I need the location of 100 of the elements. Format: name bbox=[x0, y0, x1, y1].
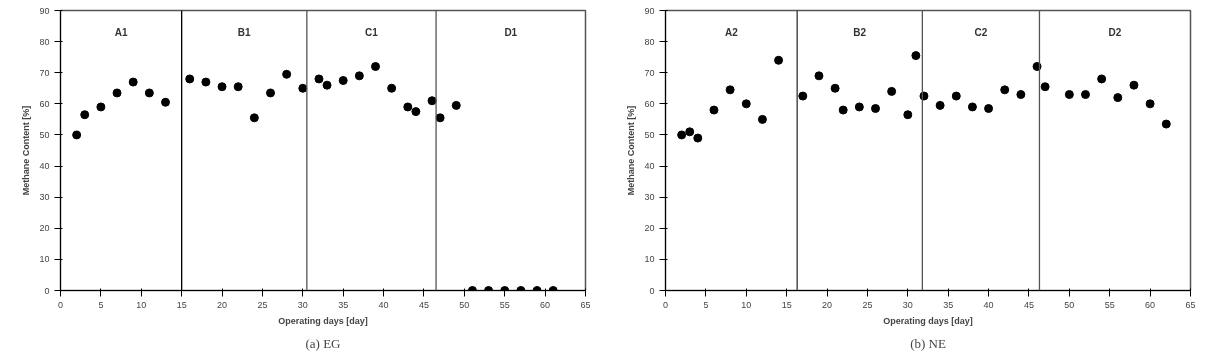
point bbox=[903, 110, 913, 120]
point bbox=[128, 77, 138, 87]
x-tick-label: 10 bbox=[741, 299, 752, 310]
point bbox=[951, 91, 961, 101]
point bbox=[693, 133, 703, 143]
x-tick-label: 25 bbox=[257, 299, 268, 310]
point bbox=[685, 127, 695, 137]
point bbox=[233, 82, 243, 92]
x-tick-label: 5 bbox=[98, 299, 104, 310]
x-tick-label: 35 bbox=[338, 299, 349, 310]
point bbox=[1000, 85, 1010, 95]
point bbox=[96, 102, 106, 112]
x-tick-label: 25 bbox=[862, 299, 873, 310]
point bbox=[1040, 82, 1050, 92]
point bbox=[984, 104, 994, 113]
y-tick-label: 50 bbox=[39, 129, 50, 140]
point bbox=[1161, 119, 1171, 129]
x-axis-title: Operating days [day] bbox=[278, 315, 368, 326]
point bbox=[249, 113, 259, 123]
y-tick-label: 20 bbox=[39, 223, 50, 234]
y-tick-label: 60 bbox=[39, 98, 50, 109]
y-tick-label: 0 bbox=[44, 285, 50, 296]
point bbox=[80, 110, 90, 120]
point bbox=[741, 99, 751, 109]
point bbox=[871, 104, 880, 113]
x-tick-label: 35 bbox=[943, 299, 954, 310]
point bbox=[1064, 90, 1074, 99]
point bbox=[887, 86, 897, 96]
point bbox=[282, 69, 292, 79]
x-tick-label: 0 bbox=[663, 299, 669, 310]
y-tick-label: 70 bbox=[39, 67, 50, 78]
x-axis-title: Operating days [day] bbox=[883, 315, 973, 326]
x-tick-label: 50 bbox=[1064, 299, 1075, 310]
y-tick-label: 10 bbox=[644, 254, 655, 265]
annotation: C1 bbox=[365, 27, 379, 38]
x-tick-label: 15 bbox=[781, 299, 792, 310]
x-tick-label: 30 bbox=[297, 299, 308, 310]
y-tick-label: 30 bbox=[644, 192, 655, 203]
point bbox=[854, 102, 864, 112]
point bbox=[298, 83, 308, 93]
x-tick-label: 15 bbox=[176, 299, 187, 310]
point bbox=[322, 80, 332, 90]
point bbox=[201, 77, 211, 87]
point bbox=[161, 97, 170, 107]
y-tick-label: 10 bbox=[39, 254, 50, 265]
point bbox=[217, 82, 227, 92]
x-tick-label: 0 bbox=[58, 299, 64, 310]
annotation: A1 bbox=[114, 27, 128, 38]
point bbox=[1145, 99, 1155, 109]
x-tick-label: 20 bbox=[217, 299, 228, 310]
point bbox=[774, 55, 784, 65]
point bbox=[1081, 90, 1090, 99]
point bbox=[814, 71, 824, 81]
annotation: D2 bbox=[1108, 27, 1122, 38]
y-tick-label: 90 bbox=[39, 5, 50, 16]
point bbox=[935, 100, 945, 110]
point bbox=[403, 102, 413, 112]
x-tick-label: 65 bbox=[580, 299, 591, 310]
y-tick-label: 50 bbox=[644, 129, 655, 140]
y-tick-label: 40 bbox=[39, 161, 50, 172]
annotation: A2 bbox=[724, 27, 739, 38]
point bbox=[838, 105, 848, 115]
y-axis-title: Methane Content [%] bbox=[626, 105, 637, 196]
point bbox=[371, 62, 380, 71]
point bbox=[354, 71, 364, 81]
x-tick-label: 60 bbox=[1145, 299, 1156, 310]
point bbox=[72, 130, 82, 140]
point bbox=[1016, 90, 1026, 99]
y-tick-label: 90 bbox=[644, 5, 655, 16]
x-tick-label: 40 bbox=[983, 299, 994, 310]
point bbox=[338, 76, 348, 85]
point bbox=[185, 74, 195, 84]
point bbox=[1113, 93, 1123, 103]
annotation: D1 bbox=[504, 27, 518, 38]
y-tick-label: 20 bbox=[644, 223, 655, 234]
point bbox=[1097, 74, 1107, 84]
x-tick-label: 50 bbox=[459, 299, 470, 310]
point bbox=[677, 130, 687, 140]
point bbox=[911, 51, 921, 61]
text: (a) EG bbox=[305, 335, 341, 351]
x-tick-label: 45 bbox=[418, 299, 429, 310]
point bbox=[427, 96, 437, 106]
y-tick-label: 60 bbox=[644, 98, 655, 109]
point bbox=[725, 85, 735, 95]
x-tick-label: 5 bbox=[703, 299, 709, 310]
annotation: B1 bbox=[237, 27, 252, 38]
annotation: B2 bbox=[853, 27, 867, 38]
x-tick-label: 55 bbox=[1104, 299, 1115, 310]
x-tick-label: 10 bbox=[136, 299, 147, 310]
x-tick-label: 55 bbox=[499, 299, 510, 310]
point bbox=[451, 100, 461, 110]
point bbox=[1129, 80, 1139, 90]
point bbox=[144, 88, 154, 98]
y-tick-label: 70 bbox=[644, 67, 655, 78]
x-tick-label: 45 bbox=[1023, 299, 1034, 310]
point bbox=[798, 91, 808, 101]
y-tick-label: 30 bbox=[39, 192, 50, 203]
x-tick-label: 40 bbox=[378, 299, 389, 310]
x-tick-label: 30 bbox=[902, 299, 913, 310]
text: (b) NE bbox=[910, 335, 946, 351]
